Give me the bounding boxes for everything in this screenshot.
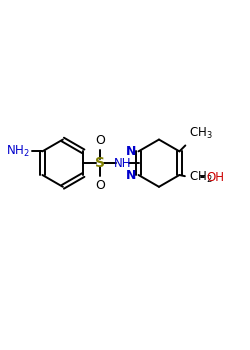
Text: N: N (126, 168, 136, 182)
Text: O: O (95, 179, 105, 192)
Text: S: S (95, 156, 105, 170)
Text: NH: NH (114, 157, 131, 170)
Text: CH$_2$: CH$_2$ (189, 170, 212, 185)
Text: NH$_2$: NH$_2$ (6, 144, 30, 159)
Text: CH$_3$: CH$_3$ (189, 126, 212, 141)
Text: O: O (95, 134, 105, 147)
Text: N: N (126, 145, 136, 158)
Text: OH: OH (206, 171, 224, 184)
